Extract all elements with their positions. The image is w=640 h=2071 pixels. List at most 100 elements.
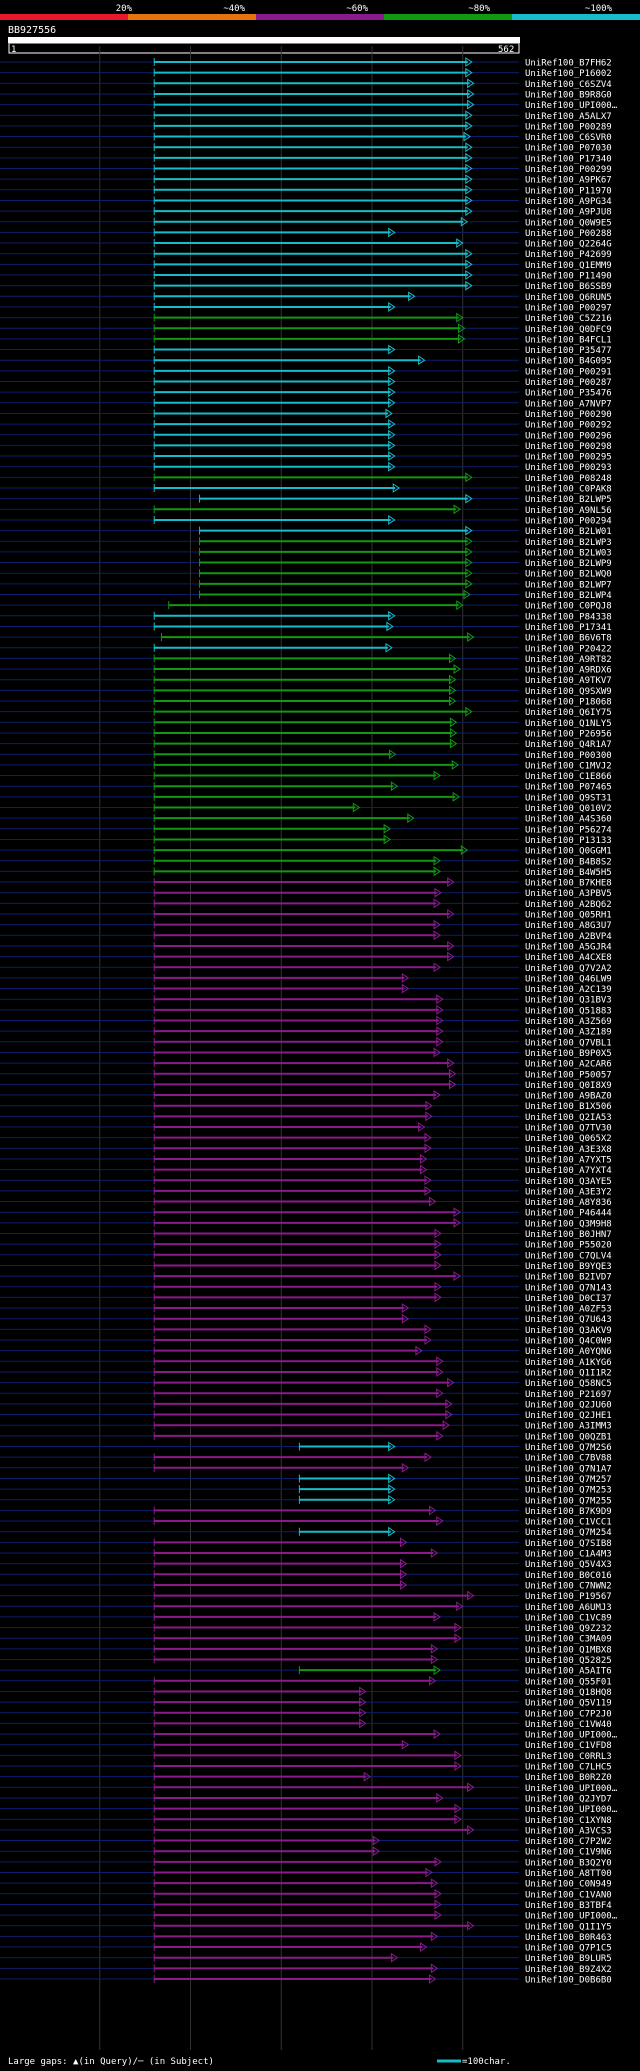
hit-label[interactable]: UniRef100_A8Y836 xyxy=(525,1198,612,1208)
hit-row[interactable]: UniRef100_Q4C0W9 xyxy=(0,1335,612,1347)
hit-row[interactable]: UniRef100_P50057 xyxy=(0,1068,612,1081)
hit-label[interactable]: UniRef100_A2BVP4 xyxy=(525,932,612,942)
hit-label[interactable]: UniRef100_Q7M254 xyxy=(525,1528,612,1538)
hit-row[interactable]: UniRef100_P11970 xyxy=(0,184,612,197)
hit-label[interactable]: UniRef100_Q46LW9 xyxy=(525,974,612,984)
hit-label[interactable]: UniRef100_Q51883 xyxy=(525,1006,612,1016)
hit-row[interactable]: UniRef100_P00296 xyxy=(0,429,612,442)
hit-row[interactable]: UniRef100_A5GJR4 xyxy=(0,941,612,953)
hit-row[interactable]: UniRef100_A2BVP4 xyxy=(0,930,612,942)
hit-row[interactable]: UniRef100_P26956 xyxy=(0,728,612,740)
hit-row[interactable]: UniRef100_B6V6T8 xyxy=(0,632,612,644)
hit-label[interactable]: UniRef100_P00294 xyxy=(525,516,612,526)
hit-label[interactable]: UniRef100_P17340 xyxy=(525,154,612,164)
hit-label[interactable]: UniRef100_A1KYG6 xyxy=(525,1358,612,1368)
hit-label[interactable]: UniRef100_D0B6B0 xyxy=(525,1976,612,1986)
hit-label[interactable]: UniRef100_A6UMJ3 xyxy=(525,1603,612,1613)
hit-label[interactable]: UniRef100_Q3AYE5 xyxy=(525,1177,612,1187)
hit-label[interactable]: UniRef100_P00300 xyxy=(525,751,612,761)
hit-row[interactable]: UniRef100_A9TKV7 xyxy=(0,674,612,687)
hit-row[interactable]: UniRef100_P00294 xyxy=(0,515,612,527)
hit-label[interactable]: UniRef100_Q7M255 xyxy=(525,1496,612,1506)
hit-row[interactable]: UniRef100_Q1MBX8 xyxy=(0,1643,612,1656)
hit-row[interactable]: UniRef100_B9YQE3 xyxy=(0,1260,612,1272)
hit-row[interactable]: UniRef100_P00291 xyxy=(0,365,612,378)
hit-row[interactable]: UniRef100_Q7M254 xyxy=(0,1526,612,1539)
hit-row[interactable]: UniRef100_Q2JHE1 xyxy=(0,1409,612,1422)
hit-row[interactable]: UniRef100_UPI000… xyxy=(0,1910,618,1922)
hit-label[interactable]: UniRef100_Q1MBX8 xyxy=(525,1645,612,1655)
hit-row[interactable]: UniRef100_B2LWP3 xyxy=(0,536,612,548)
hit-row[interactable]: UniRef100_C1E866 xyxy=(0,770,612,783)
hit-label[interactable]: UniRef100_Q31BV3 xyxy=(525,996,612,1006)
hit-row[interactable]: UniRef100_A2BQ62 xyxy=(0,898,612,910)
hit-row[interactable]: UniRef100_B3Q2Y0 xyxy=(0,1856,612,1869)
hit-label[interactable]: UniRef100_UPI000… xyxy=(525,101,618,111)
hit-label[interactable]: UniRef100_A3VCS3 xyxy=(525,1826,612,1836)
hit-label[interactable]: UniRef100_A9NL56 xyxy=(525,506,612,516)
hit-label[interactable]: UniRef100_B1X506 xyxy=(525,1102,612,1112)
hit-row[interactable]: UniRef100_C7P2J0 xyxy=(0,1707,612,1720)
hit-label[interactable]: UniRef100_Q2IA53 xyxy=(525,1113,612,1123)
hit-row[interactable]: UniRef100_Q1I1R2 xyxy=(0,1367,612,1379)
hit-row[interactable]: UniRef100_P42699 xyxy=(0,248,612,261)
hit-label[interactable]: UniRef100_A7NVP7 xyxy=(525,399,612,409)
hit-row[interactable]: UniRef100_C7NWN2 xyxy=(0,1580,612,1592)
hit-label[interactable]: UniRef100_Q7SIB8 xyxy=(525,1539,612,1549)
hit-label[interactable]: UniRef100_B7KHE8 xyxy=(525,879,612,889)
hit-row[interactable]: UniRef100_C0RRL3 xyxy=(0,1750,612,1762)
hit-row[interactable]: UniRef100_C7QLV4 xyxy=(0,1249,612,1262)
hit-row[interactable]: UniRef100_Q7SIB8 xyxy=(0,1537,612,1549)
hit-label[interactable]: UniRef100_A3Z189 xyxy=(525,1028,612,1038)
hit-label[interactable]: UniRef100_Q7N1A7 xyxy=(525,1464,612,1474)
hit-row[interactable]: UniRef100_Q7M255 xyxy=(0,1494,612,1507)
hit-row[interactable]: UniRef100_B0R463 xyxy=(0,1931,612,1943)
hit-row[interactable]: UniRef100_A2C139 xyxy=(0,983,612,996)
hit-row[interactable]: UniRef100_Q0GGM1 xyxy=(0,845,612,857)
hit-label[interactable]: UniRef100_A3E3Y2 xyxy=(525,1187,612,1197)
hit-label[interactable]: UniRef100_C3MA09 xyxy=(525,1635,612,1645)
hit-label[interactable]: UniRef100_Q1I1R2 xyxy=(525,1368,612,1378)
hit-row[interactable]: UniRef100_Q51883 xyxy=(0,1004,612,1017)
hit-label[interactable]: UniRef100_Q9SXW9 xyxy=(525,687,612,697)
hit-row[interactable]: UniRef100_A6UMJ3 xyxy=(0,1601,612,1613)
hit-label[interactable]: UniRef100_P00287 xyxy=(525,378,612,388)
hit-label[interactable]: UniRef100_P00299 xyxy=(525,165,612,175)
hit-row[interactable]: UniRef100_Q7V2A2 xyxy=(0,962,612,974)
hit-label[interactable]: UniRef100_A9PG34 xyxy=(525,197,612,207)
hit-label[interactable]: UniRef100_C6SZV4 xyxy=(525,80,612,90)
hit-row[interactable]: UniRef100_P00290 xyxy=(0,408,612,420)
hit-row[interactable]: UniRef100_P00289 xyxy=(0,120,612,132)
hit-label[interactable]: UniRef100_P35476 xyxy=(525,389,612,399)
hit-row[interactable]: UniRef100_C1VC89 xyxy=(0,1611,612,1624)
hit-label[interactable]: UniRef100_Q58NC5 xyxy=(525,1379,612,1389)
hit-label[interactable]: UniRef100_Q9Z232 xyxy=(525,1624,612,1634)
hit-row[interactable]: UniRef100_B4G095 xyxy=(0,355,612,367)
hit-row[interactable]: UniRef100_A7YXT4 xyxy=(0,1164,612,1177)
hit-label[interactable]: UniRef100_P46444 xyxy=(525,1209,612,1219)
hit-row[interactable]: UniRef100_P20422 xyxy=(0,642,612,655)
hit-row[interactable]: UniRef100_Q3AKV9 xyxy=(0,1324,612,1336)
hit-label[interactable]: UniRef100_B2IVD7 xyxy=(525,1273,612,1283)
hit-label[interactable]: UniRef100_B6SSB9 xyxy=(525,282,612,292)
hit-label[interactable]: UniRef100_Q1EMM9 xyxy=(525,261,612,271)
hit-row[interactable]: UniRef100_P16002 xyxy=(0,67,612,80)
hit-label[interactable]: UniRef100_B9P0X5 xyxy=(525,1049,612,1059)
hit-row[interactable]: UniRef100_Q6IY75 xyxy=(0,706,612,719)
hit-label[interactable]: UniRef100_A9PJU8 xyxy=(525,208,612,218)
hit-row[interactable]: UniRef100_A3Z569 xyxy=(0,1015,612,1028)
hit-label[interactable]: UniRef100_P07030 xyxy=(525,144,612,154)
hit-row[interactable]: UniRef100_Q18HQ8 xyxy=(0,1686,612,1698)
hit-row[interactable]: UniRef100_B2LW01 xyxy=(0,525,612,538)
hit-row[interactable]: UniRef100_C1XYN8 xyxy=(0,1814,612,1826)
hit-row[interactable]: UniRef100_B2LWP5 xyxy=(0,493,612,506)
hit-label[interactable]: UniRef100_P00296 xyxy=(525,431,612,441)
hit-label[interactable]: UniRef100_Q7M253 xyxy=(525,1486,612,1496)
hit-label[interactable]: UniRef100_P42699 xyxy=(525,250,612,260)
hit-label[interactable]: UniRef100_B2LWP3 xyxy=(525,538,612,548)
hit-label[interactable]: UniRef100_P13133 xyxy=(525,836,612,846)
hit-row[interactable]: UniRef100_A9BAZ0 xyxy=(0,1090,612,1102)
hit-row[interactable]: UniRef100_C1A4M3 xyxy=(0,1548,612,1560)
hit-row[interactable]: UniRef100_P56274 xyxy=(0,823,612,836)
hit-label[interactable]: UniRef100_Q2JU60 xyxy=(525,1400,612,1410)
